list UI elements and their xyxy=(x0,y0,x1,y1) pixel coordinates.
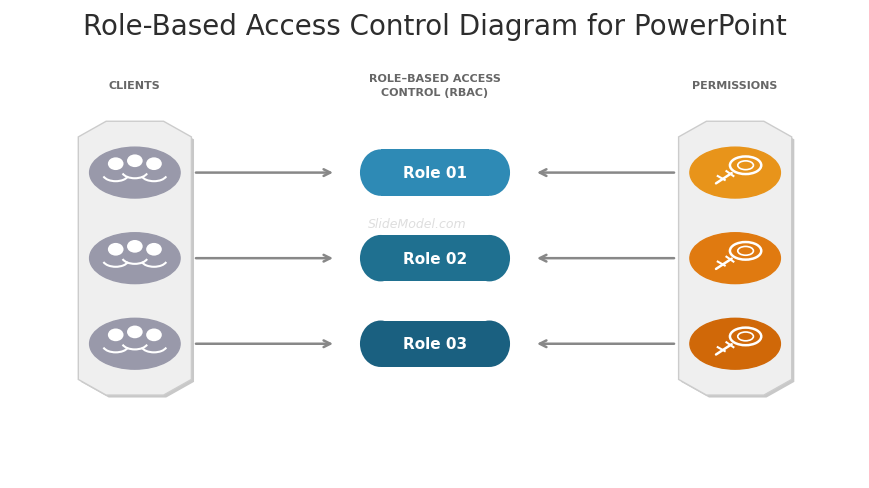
Bar xyxy=(381,236,488,282)
PathPatch shape xyxy=(678,122,791,395)
Circle shape xyxy=(90,233,180,284)
Text: SlideModel.com: SlideModel.com xyxy=(368,218,467,231)
Ellipse shape xyxy=(108,329,123,342)
Ellipse shape xyxy=(146,158,162,171)
Circle shape xyxy=(90,148,180,199)
Bar xyxy=(381,321,488,367)
Ellipse shape xyxy=(468,236,509,282)
Ellipse shape xyxy=(360,321,401,367)
Ellipse shape xyxy=(127,241,143,253)
Text: Role-Based Access Control Diagram for PowerPoint: Role-Based Access Control Diagram for Po… xyxy=(83,13,786,41)
PathPatch shape xyxy=(680,124,793,398)
Ellipse shape xyxy=(108,158,123,171)
Text: CLIENTS: CLIENTS xyxy=(109,81,161,90)
PathPatch shape xyxy=(81,124,194,398)
Text: Role 01: Role 01 xyxy=(402,166,467,181)
Ellipse shape xyxy=(468,150,509,197)
Circle shape xyxy=(90,319,180,369)
Text: Role 03: Role 03 xyxy=(402,337,467,351)
Text: PERMISSIONS: PERMISSIONS xyxy=(692,81,777,90)
Ellipse shape xyxy=(468,321,509,367)
Circle shape xyxy=(689,148,779,199)
Ellipse shape xyxy=(108,244,123,256)
PathPatch shape xyxy=(78,122,191,395)
Ellipse shape xyxy=(146,329,162,342)
Ellipse shape xyxy=(360,150,401,197)
Text: ROLE–BASED ACCESS
CONTROL (RBAC): ROLE–BASED ACCESS CONTROL (RBAC) xyxy=(368,73,501,98)
Ellipse shape xyxy=(146,244,162,256)
Ellipse shape xyxy=(127,326,143,339)
Text: Role 02: Role 02 xyxy=(402,251,467,266)
Circle shape xyxy=(689,233,779,284)
Ellipse shape xyxy=(360,236,401,282)
Bar xyxy=(381,150,488,196)
Circle shape xyxy=(689,319,779,369)
Ellipse shape xyxy=(127,155,143,168)
